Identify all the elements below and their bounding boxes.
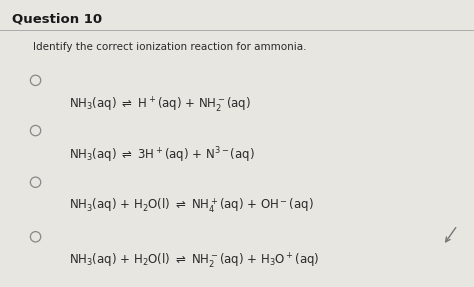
Text: Question 10: Question 10 xyxy=(12,13,102,26)
Text: NH$_3$(aq) + H$_2$O(l) $\rightleftharpoons$ NH$_2^-$(aq) + H$_3$O$^+$(aq): NH$_3$(aq) + H$_2$O(l) $\rightleftharpoo… xyxy=(69,251,319,270)
Text: NH$_3$(aq) $\rightleftharpoons$ H$^+$(aq) + NH$_2^-$(aq): NH$_3$(aq) $\rightleftharpoons$ H$^+$(aq… xyxy=(69,95,251,114)
Text: NH$_3$(aq) $\rightleftharpoons$ 3H$^+$(aq) + N$^{3-}$(aq): NH$_3$(aq) $\rightleftharpoons$ 3H$^+$(a… xyxy=(69,145,255,164)
Text: Identify the correct ionization reaction for ammonia.: Identify the correct ionization reaction… xyxy=(33,42,307,52)
Text: NH$_3$(aq) + H$_2$O(l) $\rightleftharpoons$ NH$_4^+$(aq) + OH$^-$(aq): NH$_3$(aq) + H$_2$O(l) $\rightleftharpoo… xyxy=(69,197,313,216)
